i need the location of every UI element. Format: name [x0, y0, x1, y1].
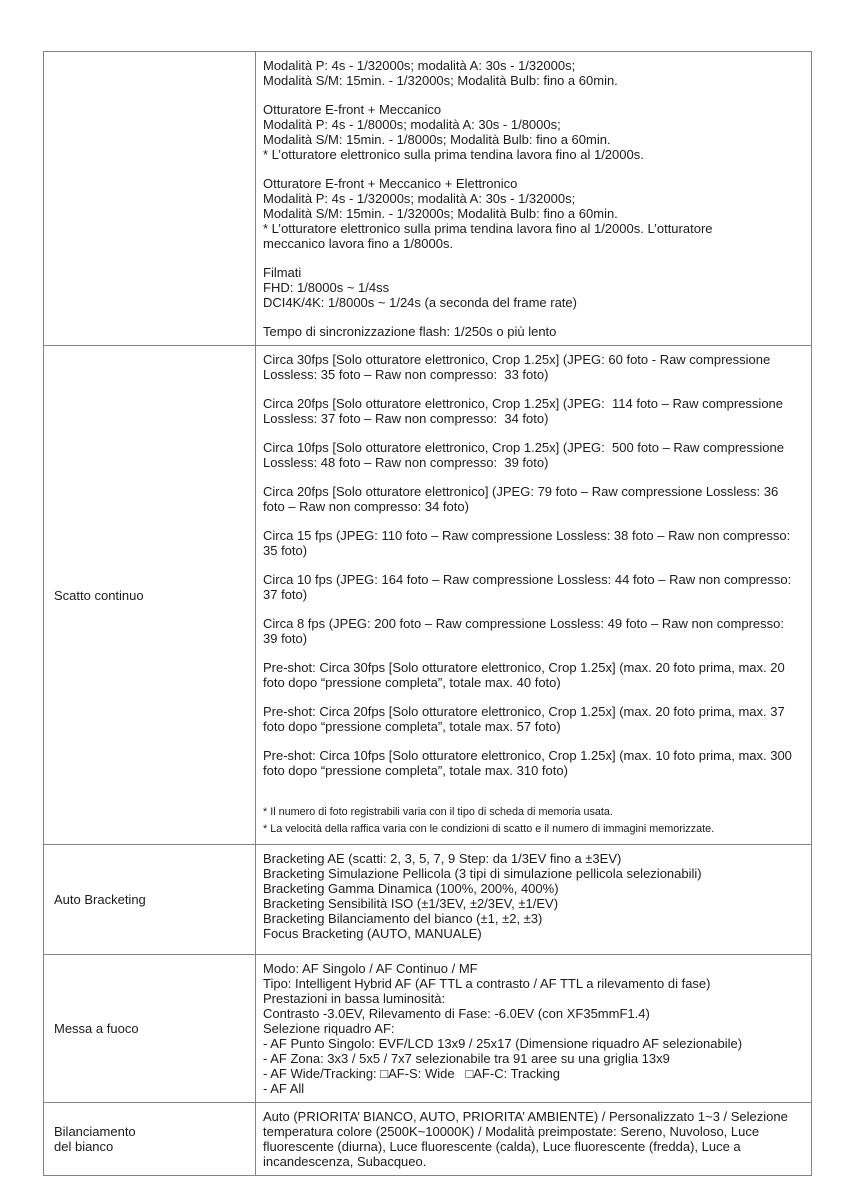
- spec-text-line: Modalità S/M: 15min. - 1/32000s; Modalit…: [263, 73, 618, 88]
- row-content-cell: Modo: AF Singolo / AF Continuo / MF Tipo:…: [256, 955, 811, 1102]
- spec-text-line: Modo: AF Singolo / AF Continuo / MF: [263, 961, 478, 976]
- spec-text-line: DCI4K/4K: 1/8000s ~ 1/24s (a seconda del…: [263, 295, 577, 310]
- spec-text-line: Selezione riquadro AF:: [263, 1021, 395, 1036]
- spec-paragraph: Modalità P: 4s - 1/32000s; modalità A: 3…: [263, 58, 801, 88]
- table-row: Bilanciamento del bianco Auto (PRIORITA’ B…: [44, 1102, 811, 1175]
- spec-text-line: Otturatore E-front + Meccanico: [263, 102, 442, 117]
- row-label: Auto Bracketing: [54, 892, 146, 907]
- spec-text-line: * L’otturatore elettronico sulla prima t…: [263, 221, 713, 236]
- spec-text-line: - AF All: [263, 1081, 305, 1096]
- spec-paragraph: Modo: AF Singolo / AF Continuo / MF Tipo:…: [263, 961, 801, 1096]
- spec-text-line: meccanico lavora fino a 1/8000s.: [263, 236, 454, 251]
- spec-text-line: * La velocità della raffica varia con le…: [263, 823, 715, 835]
- spec-text-line: Bracketing Sensibilità ISO (±1/3EV, ±2/3…: [263, 896, 559, 911]
- spec-paragraph: Circa 20fps [Solo otturatore elettronico…: [263, 484, 782, 514]
- spec-text-line: Modalità P: 4s - 1/8000s; modalità A: 30…: [263, 117, 561, 132]
- spec-text-line: Tipo: Intelligent Hybrid AF (AF TTL a co…: [263, 976, 711, 991]
- footnote-paragraph: * Il numero di foto registrabili varia c…: [263, 804, 801, 838]
- row-label-cell: [44, 52, 256, 345]
- row-label-cell: Bilanciamento del bianco: [44, 1103, 256, 1175]
- row-label-cell: Messa a fuoco: [44, 955, 256, 1102]
- row-label: Messa a fuoco: [54, 1021, 139, 1036]
- spec-text-line: Otturatore E-front + Meccanico + Elettro…: [263, 176, 518, 191]
- spec-paragraph: Pre-shot: Circa 30fps [Solo otturatore e…: [263, 660, 789, 690]
- spec-paragraph: Otturatore E-front + Meccanico + Elettro…: [263, 176, 801, 251]
- row-label-cell: Scatto continuo: [44, 346, 256, 844]
- spec-text-line: Bracketing Simulazione Pellicola (3 tipi…: [263, 866, 702, 881]
- spec-text-line: FHD: 1/8000s ~ 1/4ss: [263, 280, 390, 295]
- spec-paragraph: Circa 10 fps (JPEG: 164 foto – Raw compr…: [263, 572, 795, 602]
- spec-paragraph: Filmati FHD: 1/8000s ~ 1/4ss DCI4K/4K: 1/8…: [263, 265, 801, 310]
- row-content-cell: Circa 30fps [Solo otturatore elettronico…: [256, 346, 811, 844]
- table-row: Auto Bracketing Bracketing AE (scatti: 2,…: [44, 844, 811, 954]
- row-label-cell: Auto Bracketing: [44, 845, 256, 954]
- spec-text-line: - AF Wide/Tracking: □AF-S: Wide □AF-C: T…: [263, 1066, 560, 1081]
- spec-table: Modalità P: 4s - 1/32000s; modalità A: 3…: [43, 51, 812, 1176]
- spec-text-line: - AF Punto Singolo: EVF/LCD 13x9 / 25x17…: [263, 1036, 743, 1051]
- spec-text-line: Bracketing Gamma Dinamica (100%, 200%, 4…: [263, 881, 559, 896]
- table-row: Modalità P: 4s - 1/32000s; modalità A: 3…: [44, 52, 811, 345]
- spec-text-line: Filmati: [263, 265, 302, 280]
- spec-text-line: Bracketing Bilanciamento del bianco (±1,…: [263, 911, 543, 926]
- spec-text-line: * Il numero di foto registrabili varia c…: [263, 806, 613, 818]
- spec-text-line: Modalità S/M: 15min. - 1/8000s; Modalità…: [263, 132, 611, 147]
- spec-text-line: Modalità S/M: 15min. - 1/32000s; Modalit…: [263, 206, 618, 221]
- spec-text-line: - AF Zona: 3x3 / 5x5 / 7x7 selezionabile…: [263, 1051, 670, 1066]
- spec-text-line: Focus Bracketing (AUTO, MANUALE): [263, 926, 482, 941]
- row-label: del bianco: [54, 1139, 114, 1154]
- spec-paragraph: Bracketing AE (scatti: 2, 3, 5, 7, 9 Ste…: [263, 851, 801, 941]
- spec-paragraph: Circa 30fps [Solo otturatore elettronico…: [263, 352, 774, 382]
- spec-paragraph: Circa 15 fps (JPEG: 110 foto – Raw compr…: [263, 528, 794, 558]
- spec-text-line: Tempo di sincronizzazione flash: 1/250s …: [263, 324, 557, 339]
- table-row: Messa a fuoco Modo: AF Singolo / AF Conti…: [44, 954, 811, 1102]
- spec-text-line: * L’otturatore elettronico sulla prima t…: [263, 147, 644, 162]
- table-row: Scatto continuo Circa 30fps [Solo otturat…: [44, 345, 811, 844]
- spec-text-line: Prestazioni in bassa luminosità:: [263, 991, 446, 1006]
- row-content-cell: Bracketing AE (scatti: 2, 3, 5, 7, 9 Ste…: [256, 845, 811, 954]
- spec-paragraph: Tempo di sincronizzazione flash: 1/250s …: [263, 324, 801, 339]
- row-label: Scatto continuo: [54, 587, 144, 603]
- spec-paragraph: Otturatore E-front + Meccanico Modalità P…: [263, 102, 801, 162]
- spec-text-line: Bracketing AE (scatti: 2, 3, 5, 7, 9 Ste…: [263, 851, 622, 866]
- spec-paragraph: Pre-shot: Circa 10fps [Solo otturatore e…: [263, 748, 796, 778]
- spec-paragraph: Circa 10fps [Solo otturatore elettronico…: [263, 440, 788, 470]
- spec-text-line: Modalità P: 4s - 1/32000s; modalità A: 3…: [263, 58, 576, 73]
- row-content-cell: Modalità P: 4s - 1/32000s; modalità A: 3…: [256, 52, 811, 345]
- spec-text-line: Modalità P: 4s - 1/32000s; modalità A: 3…: [263, 191, 576, 206]
- spec-text-line: Contrasto -3.0EV, Rilevamento di Fase: -…: [263, 1006, 650, 1021]
- spec-paragraph: Pre-shot: Circa 20fps [Solo otturatore e…: [263, 704, 789, 734]
- row-content-cell: Auto (PRIORITA’ BIANCO, AUTO, PRIORITA’ …: [256, 1103, 811, 1175]
- spec-paragraph: Circa 20fps [Solo otturatore elettronico…: [263, 396, 787, 426]
- row-label: Bilanciamento: [54, 1124, 136, 1139]
- spec-paragraph: Circa 8 fps (JPEG: 200 foto – Raw compre…: [263, 616, 788, 646]
- spec-paragraph: Auto (PRIORITA’ BIANCO, AUTO, PRIORITA’ …: [263, 1109, 792, 1169]
